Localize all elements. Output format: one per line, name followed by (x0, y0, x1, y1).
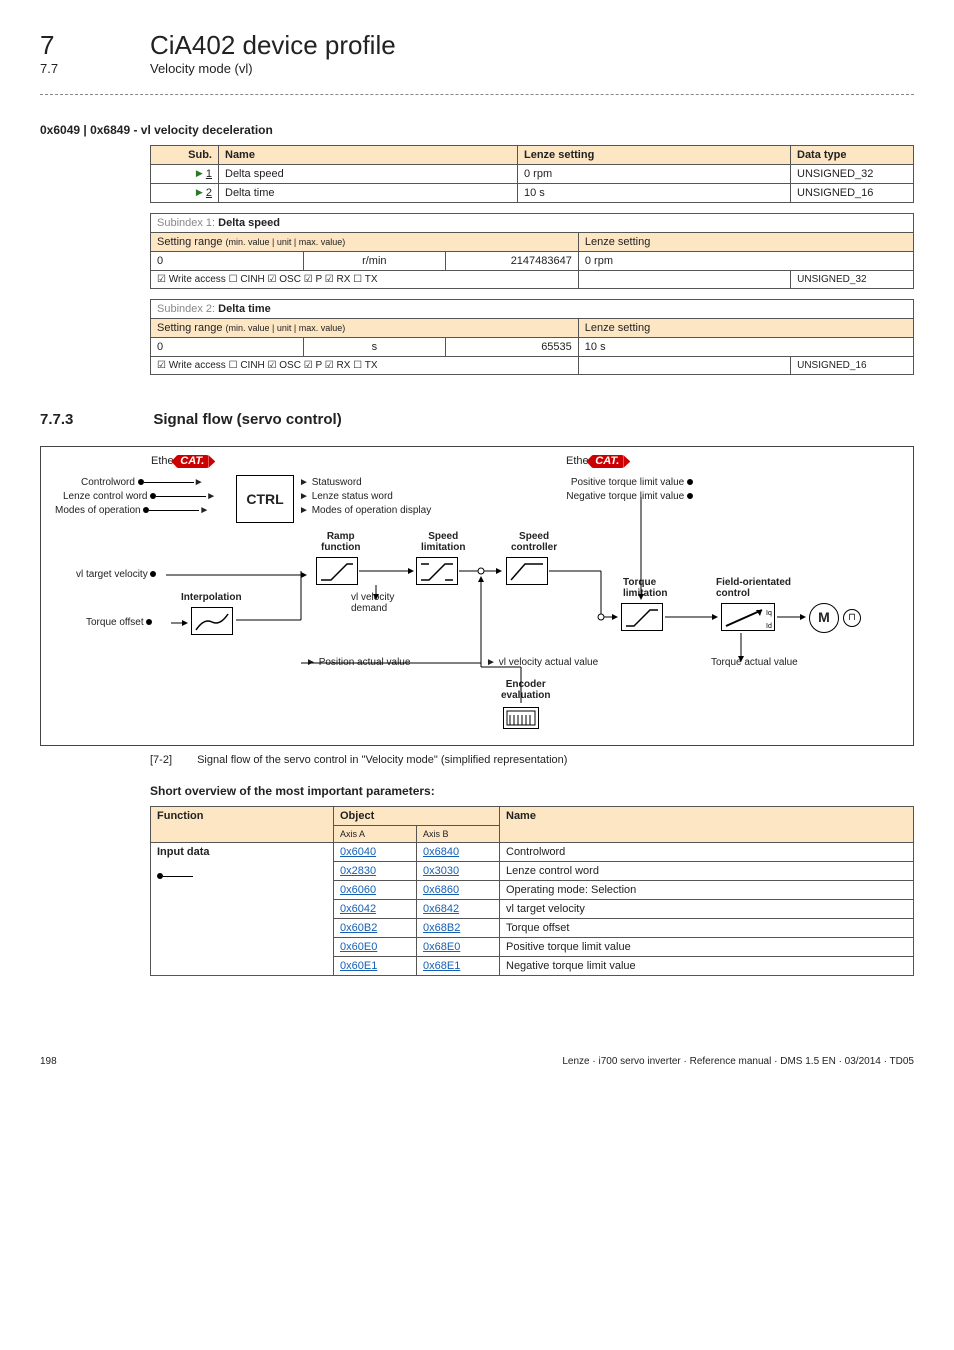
subindex-table: Subindex 2: Delta time Setting range (mi… (150, 299, 914, 375)
short-overview-title: Short overview of the most important par… (150, 784, 914, 798)
caption-text: Signal flow of the servo control in "Vel… (197, 754, 567, 766)
cell-dtype: UNSIGNED_16 (791, 184, 914, 203)
obj-link[interactable]: 0x68E0 (423, 941, 460, 953)
table-row: ▶ 2 Delta time 10 s UNSIGNED_16 (151, 184, 914, 203)
page-footer: 198 Lenze · i700 servo inverter · Refere… (40, 1056, 914, 1067)
table-row: Input data 0x6040 0x6840 Controlword (151, 843, 914, 862)
chapter-number: 7 (40, 30, 150, 61)
col-axis-a: Axis A (334, 826, 417, 843)
col-lenze: Lenze setting (518, 146, 791, 165)
obj-link[interactable]: 0x6840 (423, 846, 459, 858)
signal-flow-diagram: EtherCAT. EtherCAT. CTRL Controlword ► L… (40, 446, 914, 746)
col-axis-b: Axis B (417, 826, 500, 843)
obj-link[interactable]: 0x60E0 (340, 941, 377, 953)
page-number: 198 (40, 1056, 57, 1067)
obj-link[interactable]: 0x68B2 (423, 922, 460, 934)
chapter-title: CiA402 device profile (150, 30, 396, 61)
obj-link[interactable]: 0x68E1 (423, 960, 460, 972)
table-header-row: Sub. Name Lenze setting Data type (151, 146, 914, 165)
cell-dtype: UNSIGNED_32 (791, 165, 914, 184)
col-sub: Sub. (151, 146, 219, 165)
sub-link[interactable]: 2 (206, 187, 212, 199)
subsection-header: 7.7 Velocity mode (vl) (40, 61, 914, 76)
cell-name: Delta speed (219, 165, 518, 184)
cell-lenze: 0 rpm (518, 165, 791, 184)
table-row: ▶ 1 Delta speed 0 rpm UNSIGNED_32 (151, 165, 914, 184)
triangle-icon: ▶ (196, 168, 203, 179)
cell-lenze: 10 s (518, 184, 791, 203)
obj-link[interactable]: 0x6042 (340, 903, 376, 915)
section-773: 7.7.3 Signal flow (servo control) (40, 411, 914, 428)
caption-num: [7-2] (150, 754, 194, 766)
table-header-row: Function Object Name (151, 807, 914, 826)
obj-link[interactable]: 0x2830 (340, 865, 376, 877)
section-773-num: 7.7.3 (40, 411, 150, 428)
main-table: Sub. Name Lenze setting Data type ▶ 1 De… (150, 145, 914, 203)
obj-link[interactable]: 0x6060 (340, 884, 376, 896)
col-name: Name (500, 807, 914, 843)
chapter-header: 7 CiA402 device profile (40, 30, 914, 61)
footer-text: Lenze · i700 servo inverter · Reference … (562, 1056, 914, 1067)
figure-caption: [7-2] Signal flow of the servo control i… (150, 754, 914, 766)
obj-link[interactable]: 0x6040 (340, 846, 376, 858)
subsection-title: Velocity mode (vl) (150, 61, 253, 76)
function-table: Function Object Name Axis A Axis B Input… (150, 806, 914, 976)
obj-link[interactable]: 0x60B2 (340, 922, 377, 934)
col-name: Name (219, 146, 518, 165)
subindex-table: Subindex 1: Delta speed Setting range (m… (150, 213, 914, 289)
obj-link[interactable]: 0x60E1 (340, 960, 377, 972)
subsection-number: 7.7 (40, 61, 150, 76)
divider (40, 94, 914, 95)
obj-link[interactable]: 0x6860 (423, 884, 459, 896)
sub-link[interactable]: 1 (206, 168, 212, 180)
col-object: Object (334, 807, 500, 826)
object-title: 0x6049 | 0x6849 - vl velocity decelerati… (40, 123, 914, 137)
diagram-lines (41, 447, 901, 747)
cell-name: Delta time (219, 184, 518, 203)
section-773-title: Signal flow (servo control) (153, 411, 341, 428)
obj-link[interactable]: 0x6842 (423, 903, 459, 915)
obj-link[interactable]: 0x3030 (423, 865, 459, 877)
col-dtype: Data type (791, 146, 914, 165)
triangle-icon: ▶ (196, 187, 203, 198)
col-function: Function (151, 807, 334, 843)
